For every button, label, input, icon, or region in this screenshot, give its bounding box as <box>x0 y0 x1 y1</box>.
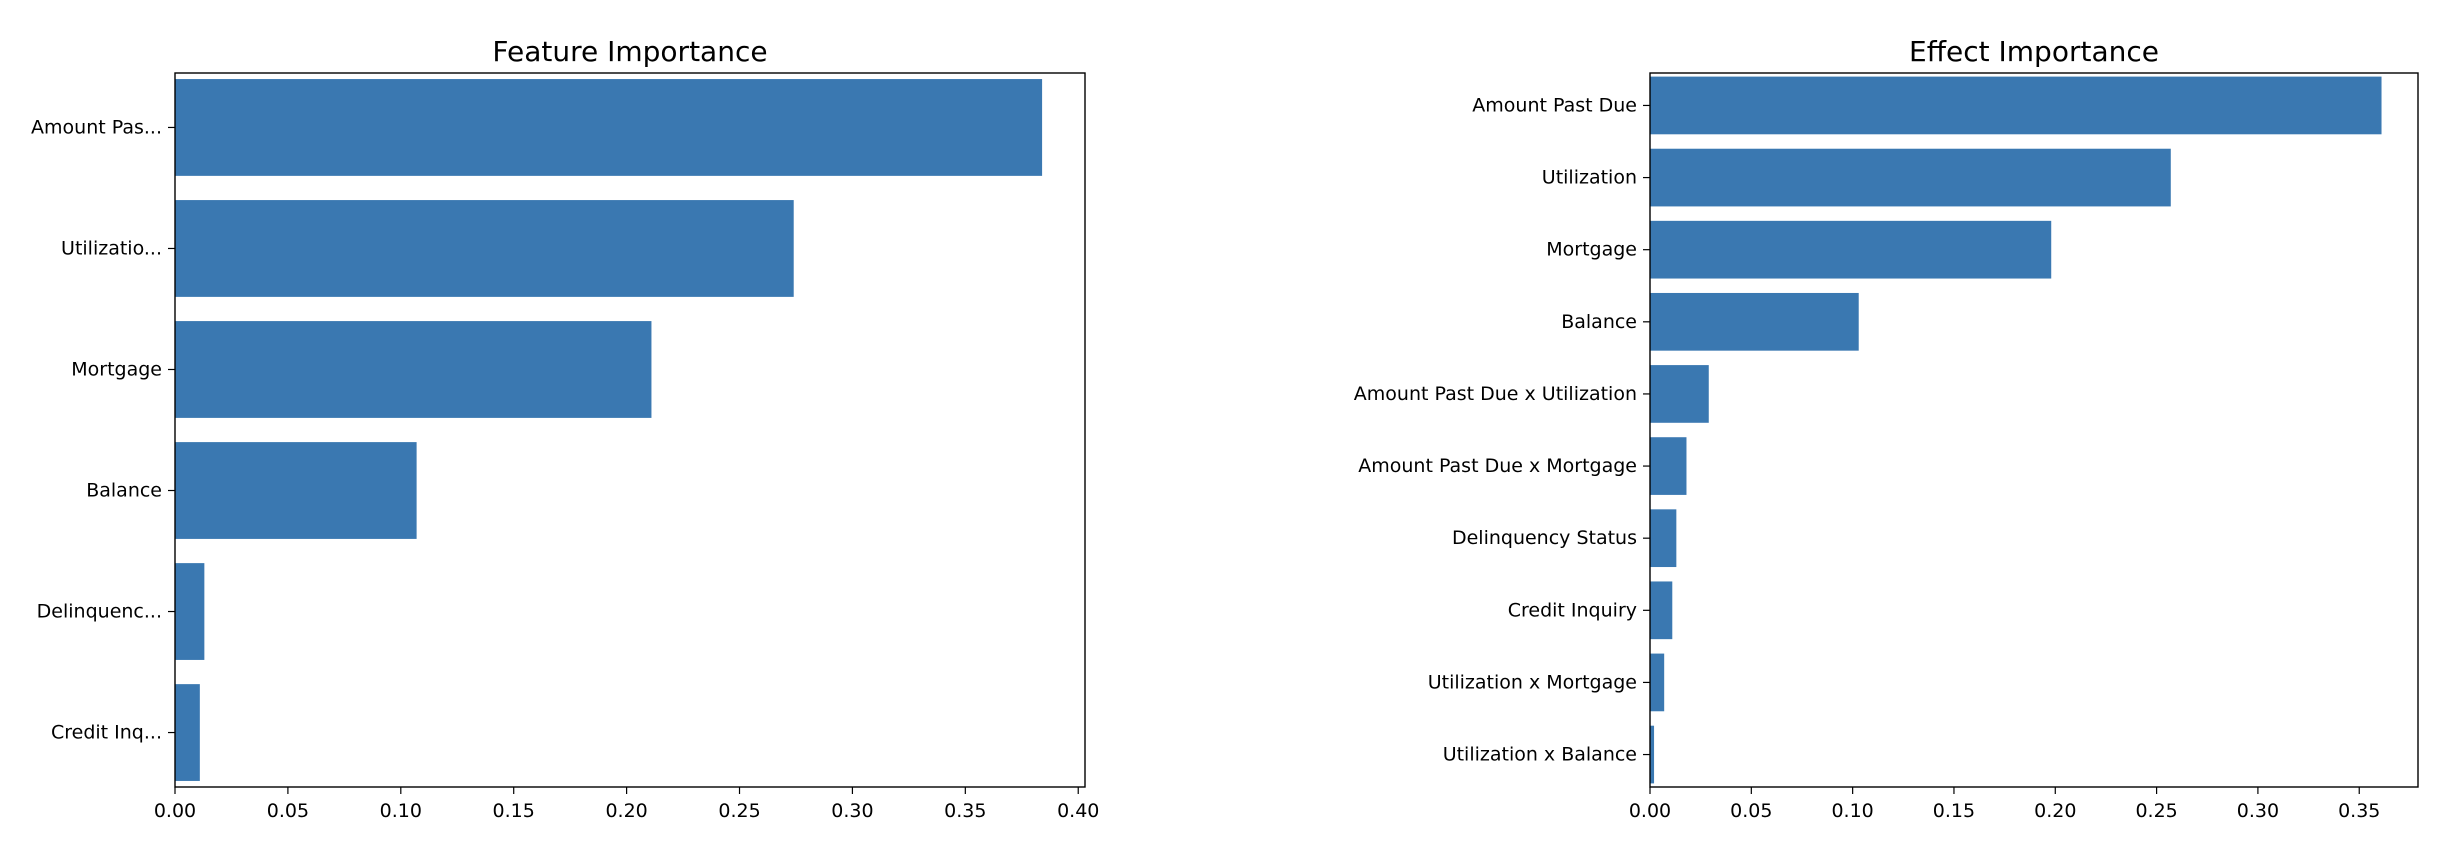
y-tick-label: Utilization x Mortgage <box>1428 671 1637 693</box>
bar-utilizatio <box>175 200 794 297</box>
y-tick-label: Utilizatio... <box>61 237 162 259</box>
x-tick-label: 0.15 <box>493 800 535 822</box>
x-tick-label: 0.40 <box>1057 800 1099 822</box>
bar-mortgage <box>1650 220 2052 279</box>
y-tick-label: Delinquenc... <box>37 601 162 623</box>
bar-balance <box>1650 292 1859 351</box>
y-tick-label: Mortgage <box>71 358 162 380</box>
x-tick-label: 0.25 <box>2135 800 2177 822</box>
x-tick-label: 0.00 <box>1629 800 1671 822</box>
bar-credit-inq <box>175 684 200 781</box>
x-tick-label: 0.10 <box>1831 800 1873 822</box>
x-tick-label: 0.15 <box>1933 800 1975 822</box>
bar-balance <box>175 442 417 539</box>
y-tick-label: Credit Inquiry <box>1508 599 1637 621</box>
bar-utilization-x-balance <box>1650 725 1655 784</box>
x-tick-label: 0.30 <box>831 800 873 822</box>
y-tick-label: Delinquency Status <box>1452 527 1637 549</box>
x-tick-label: 0.20 <box>605 800 647 822</box>
bar-credit-inquiry <box>1650 581 1673 640</box>
chart-title: Effect Importance <box>1909 35 2159 68</box>
y-tick-label: Utilization <box>1542 167 1637 189</box>
chart-title: Feature Importance <box>492 35 767 68</box>
x-tick-label: 0.05 <box>267 800 309 822</box>
x-tick-label: 0.30 <box>2237 800 2279 822</box>
bar-amount-past-due-x-utilization <box>1650 365 1709 423</box>
y-tick-label: Utilization x Balance <box>1443 744 1637 766</box>
effect-importance-chart: Effect Importance Amount Past Due Utilizat… <box>1354 35 2419 822</box>
bar-delinquency-status <box>1650 509 1677 568</box>
bar-amount-past-due-x-mortgage <box>1650 437 1687 495</box>
x-tick-label: 0.10 <box>380 800 422 822</box>
bar-utilization <box>1650 148 2171 207</box>
y-tick-label: Amount Past Due <box>1472 94 1637 116</box>
y-tick-label: Mortgage <box>1546 239 1637 261</box>
plot-frame <box>1649 72 2419 788</box>
bar-amount-past-due <box>1650 76 2382 135</box>
x-tick-label: 0.25 <box>718 800 760 822</box>
y-tick-label: Balance <box>86 480 162 502</box>
plot-frame <box>174 72 1086 788</box>
x-tick-label: 0.20 <box>2034 800 2076 822</box>
bar-mortgage <box>175 321 652 418</box>
y-tick-label: Amount Pas... <box>31 116 162 138</box>
feature-importance-chart: Feature Importance Amount Pas... Utilizati… <box>31 35 1099 822</box>
y-tick-label: Amount Past Due x Mortgage <box>1358 455 1637 477</box>
x-tick-label: 0.05 <box>1730 800 1772 822</box>
y-tick-label: Amount Past Due x Utilization <box>1354 383 1637 405</box>
x-tick-label: 0.35 <box>944 800 986 822</box>
bar-utilization-x-mortgage <box>1650 653 1665 712</box>
x-tick-label: 0.35 <box>2338 800 2380 822</box>
y-tick-label: Balance <box>1561 311 1637 333</box>
y-tick-label: Credit Inq... <box>51 722 162 744</box>
bar-delinquenc <box>175 563 205 660</box>
bar-amount-pas <box>175 79 1043 176</box>
x-tick-label: 0.00 <box>154 800 196 822</box>
